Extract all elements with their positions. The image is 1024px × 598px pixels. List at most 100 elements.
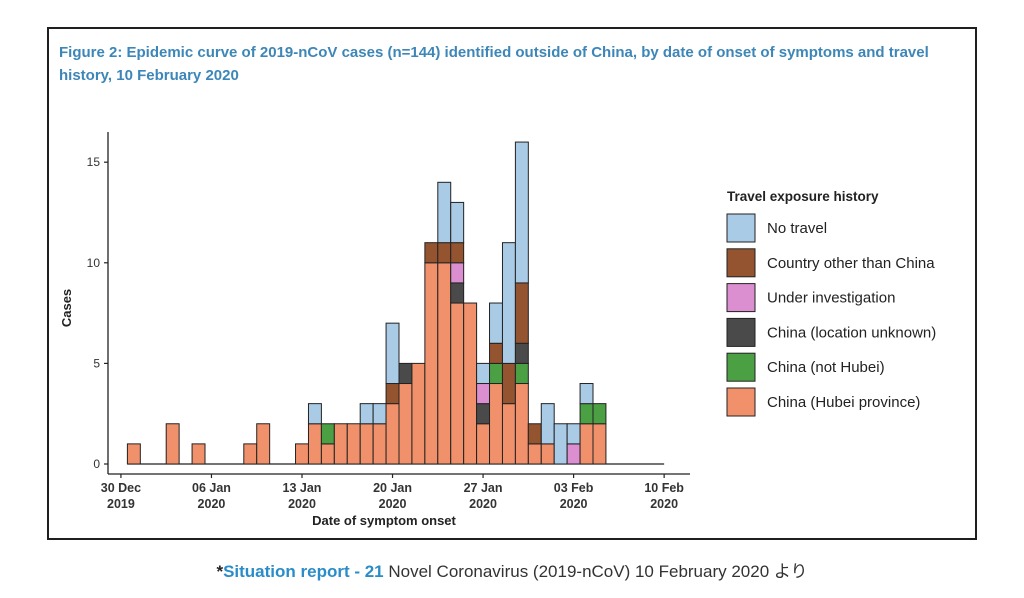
bar-segment [385,322,400,385]
bar-segment [566,423,581,445]
axes: 0 5 10 15 30 Dec 2019 06 Jan 2020 13 Jan 2020 20 J… [59,132,690,528]
bar-segment [450,242,465,264]
bar-segment [463,302,478,465]
bar-segment [320,423,335,445]
bar-segment [191,443,206,465]
bar-segment [320,443,335,465]
caption-text: Novel Coronavirus (2019-nCoV) 10 Februar… [383,562,808,581]
legend-swatch [726,317,756,347]
x-tick-label: 20 Jan [373,481,412,495]
source-caption: *Situation report - 21 Novel Coronavirus… [0,557,1024,582]
bar-segment [489,302,503,344]
bar-segment [424,242,439,264]
situation-report-link[interactable]: Situation report - 21 [223,562,384,581]
bar-segment [359,423,374,465]
y-tick-label: 10 [87,256,101,270]
bar-segment [592,423,607,465]
y-tick-label: 15 [87,155,101,169]
y-tick-label: 0 [93,457,100,471]
bar-segment [307,423,322,465]
caption-star: * [216,562,224,581]
bar-segment [385,383,400,405]
bar-segment [359,403,374,425]
bar-segment [346,423,361,465]
bar-segment [579,403,594,425]
x-tick-label: 06 Jan [192,481,231,495]
bar-segment [450,201,465,244]
bar-segment [489,342,503,364]
x-tick-label: 30 Dec [101,481,141,495]
bar-segment [411,362,426,465]
x-axis-label: Date of symptom onset [312,513,456,528]
bar-segment [566,443,581,465]
bar-segment [476,423,491,465]
bar-segment [437,262,452,465]
bar-segment [489,362,503,385]
x-tick-label: 13 Jan [283,481,322,495]
legend-swatch [726,213,756,243]
bar-segment [514,141,529,284]
x-tick-label: 03 Feb [554,481,594,495]
y-tick-label: 5 [93,356,100,370]
x-tick-year-label: 2020 [198,497,226,511]
bar-segment [307,403,322,425]
bar-segment [256,423,271,465]
bar-segment [501,403,516,465]
y-axis-label: Cases [59,289,74,327]
bar-segment [243,443,258,465]
bar-segment [385,403,400,465]
x-tick-year-label: 2020 [560,497,588,511]
legend-label: China (not Hubei) [767,359,885,376]
bar-segment [450,262,465,284]
legend: Travel exposure history No travel Country … [726,189,936,417]
bar-segment [295,443,309,465]
bar-segment [437,242,452,264]
bar-segment [592,403,607,425]
bar-segment [437,181,452,244]
legend-label: China (Hubei province) [767,394,920,411]
bar-segment [333,423,348,465]
legend-swatch [726,248,756,278]
legend-label: Under investigation [767,290,895,307]
x-tick-label: 27 Jan [464,481,503,495]
bar-segment [579,383,594,405]
bar-segment [450,302,465,465]
legend-label: China (location unknown) [767,324,936,341]
bar-segment [165,423,180,465]
bar-segment [489,383,503,465]
bar-segment [501,362,516,405]
x-tick-year-label: 2020 [379,497,407,511]
x-tick-year-label: 2020 [650,497,678,511]
bar-segment [514,342,529,364]
legend-swatch [726,352,756,382]
bar-segment [372,403,387,425]
bar-segment [126,443,141,465]
x-tick-label: 10 Feb [644,481,684,495]
x-tick-year-label: 2020 [469,497,497,511]
bar-segment [398,383,413,465]
plot-area [126,141,665,465]
x-tick-year-label: 2019 [107,497,135,511]
legend-swatch [726,387,756,417]
figure-frame: Figure 2: Epidemic curve of 2019-nCoV ca… [47,27,977,540]
bar-segment [540,443,555,465]
bar-segment [372,423,387,465]
legend-label: Country other than China [767,255,935,272]
bar-segment [579,423,594,465]
bar-segment [514,383,529,465]
bar-segment [450,282,465,304]
bar-segment [398,362,413,385]
bar-segment [553,423,568,465]
x-tick-year-label: 2020 [288,497,316,511]
bar-segment [476,403,491,425]
bar-segment [514,362,529,385]
bar-segment [514,282,529,344]
figure-title: Figure 2: Epidemic curve of 2019-nCoV ca… [59,44,929,84]
epidemic-curve-chart: 0 5 10 15 30 Dec 2019 06 Jan 2020 13 Jan 2020 20 J… [59,132,936,528]
bar-segment [476,383,491,405]
bar-segment [501,242,516,364]
bar-segment [540,403,555,445]
legend-title: Travel exposure history [727,189,879,204]
legend-swatch [726,283,756,313]
bar-segment [476,362,491,385]
